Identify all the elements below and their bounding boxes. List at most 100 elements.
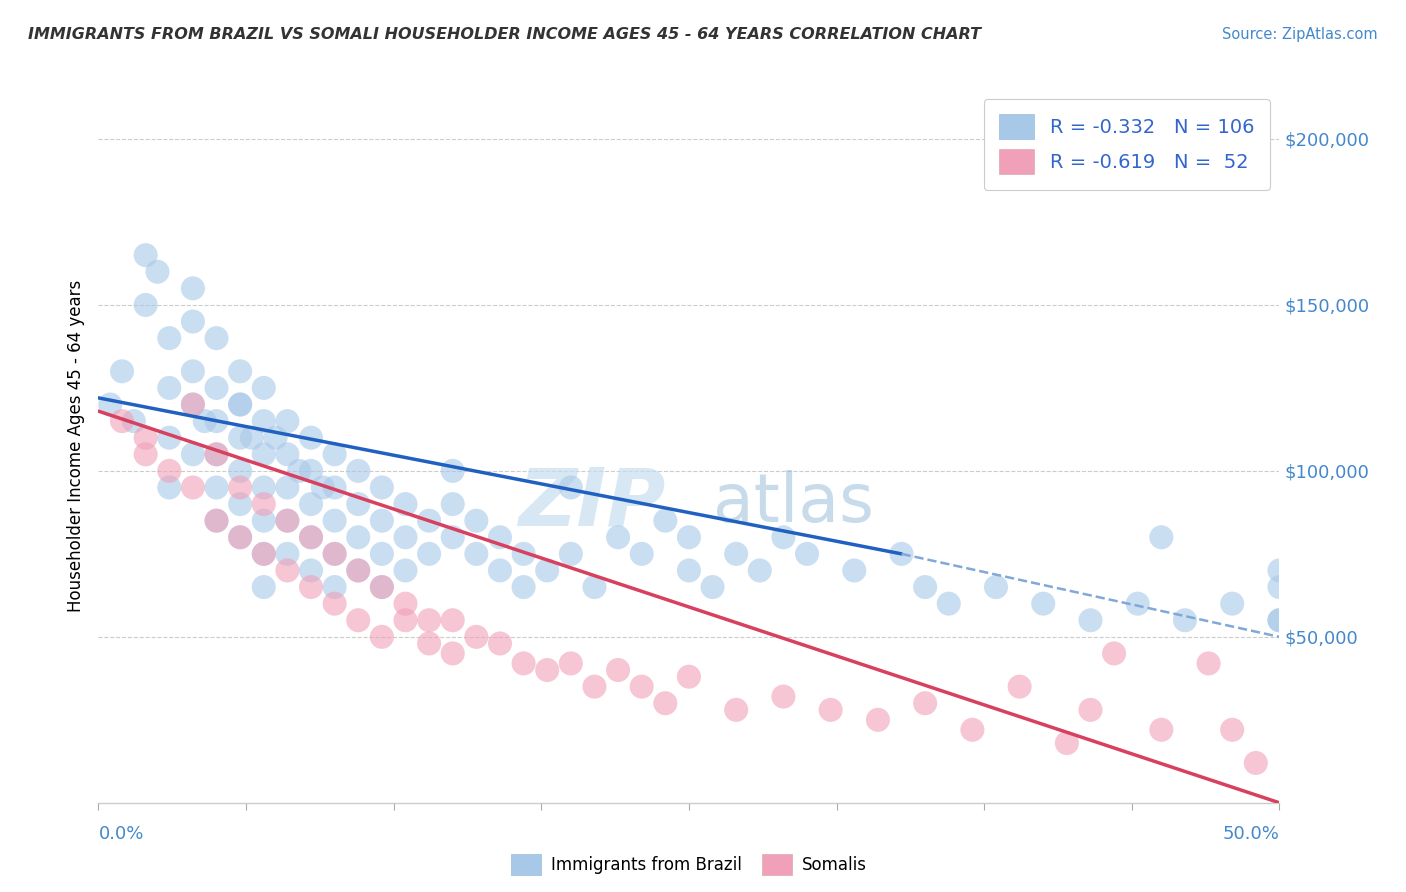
Point <box>914 580 936 594</box>
Point <box>560 547 582 561</box>
Point <box>418 636 440 650</box>
Point <box>205 514 228 528</box>
Point <box>347 497 370 511</box>
Point <box>1126 597 1149 611</box>
Point <box>181 364 204 378</box>
Point <box>288 464 311 478</box>
Point <box>748 564 770 578</box>
Point <box>347 564 370 578</box>
Point <box>630 547 652 561</box>
Point <box>229 530 252 544</box>
Point <box>276 414 298 428</box>
Point <box>1268 564 1291 578</box>
Point <box>394 597 416 611</box>
Point <box>253 547 276 561</box>
Point <box>702 580 724 594</box>
Point <box>418 613 440 627</box>
Point <box>253 514 276 528</box>
Point <box>299 497 322 511</box>
Point <box>607 530 630 544</box>
Point <box>205 514 228 528</box>
Point <box>205 481 228 495</box>
Point <box>607 663 630 677</box>
Point <box>441 647 464 661</box>
Point <box>394 497 416 511</box>
Point <box>465 514 488 528</box>
Point <box>1056 736 1078 750</box>
Point <box>418 547 440 561</box>
Point <box>157 381 180 395</box>
Point <box>772 690 794 704</box>
Point <box>253 414 276 428</box>
Point <box>441 464 464 478</box>
Point <box>1268 613 1291 627</box>
Point <box>146 265 169 279</box>
Point <box>583 680 606 694</box>
Point <box>962 723 984 737</box>
Point <box>205 381 228 395</box>
Point <box>347 530 370 544</box>
Point <box>181 397 204 411</box>
Text: atlas: atlas <box>713 470 873 536</box>
Point <box>205 447 228 461</box>
Point <box>371 630 394 644</box>
Point <box>489 564 512 578</box>
Point <box>229 497 252 511</box>
Point <box>205 414 228 428</box>
Point <box>560 481 582 495</box>
Point <box>371 580 394 594</box>
Text: 50.0%: 50.0% <box>1223 825 1279 843</box>
Point <box>512 657 534 671</box>
Point <box>1220 597 1243 611</box>
Point <box>512 547 534 561</box>
Point <box>122 414 145 428</box>
Point <box>135 298 157 312</box>
Point <box>181 447 204 461</box>
Point <box>323 547 346 561</box>
Point <box>984 580 1007 594</box>
Point <box>678 564 700 578</box>
Point <box>1080 613 1102 627</box>
Point <box>253 447 276 461</box>
Point <box>1032 597 1054 611</box>
Point <box>1150 530 1173 544</box>
Point <box>253 497 276 511</box>
Text: IMMIGRANTS FROM BRAZIL VS SOMALI HOUSEHOLDER INCOME AGES 45 - 64 YEARS CORRELATI: IMMIGRANTS FROM BRAZIL VS SOMALI HOUSEHO… <box>28 27 981 42</box>
Point <box>465 630 488 644</box>
Point <box>157 431 180 445</box>
Point <box>299 564 322 578</box>
Point <box>323 514 346 528</box>
Point <box>323 481 346 495</box>
Point <box>371 481 394 495</box>
Point <box>205 447 228 461</box>
Point <box>157 331 180 345</box>
Point <box>394 564 416 578</box>
Point <box>276 447 298 461</box>
Point <box>441 530 464 544</box>
Point <box>465 547 488 561</box>
Point <box>181 481 204 495</box>
Point <box>323 547 346 561</box>
Point <box>536 663 558 677</box>
Point <box>489 530 512 544</box>
Point <box>299 580 322 594</box>
Point <box>678 530 700 544</box>
Point <box>654 696 676 710</box>
Point <box>1080 703 1102 717</box>
Point <box>560 657 582 671</box>
Point <box>347 464 370 478</box>
Point <box>866 713 889 727</box>
Point <box>1102 647 1125 661</box>
Point <box>1150 723 1173 737</box>
Point <box>512 580 534 594</box>
Point <box>229 530 252 544</box>
Point <box>240 431 263 445</box>
Point <box>583 580 606 594</box>
Point <box>844 564 866 578</box>
Point <box>441 497 464 511</box>
Point <box>725 547 748 561</box>
Point <box>418 514 440 528</box>
Point <box>299 431 322 445</box>
Point <box>253 547 276 561</box>
Point <box>489 636 512 650</box>
